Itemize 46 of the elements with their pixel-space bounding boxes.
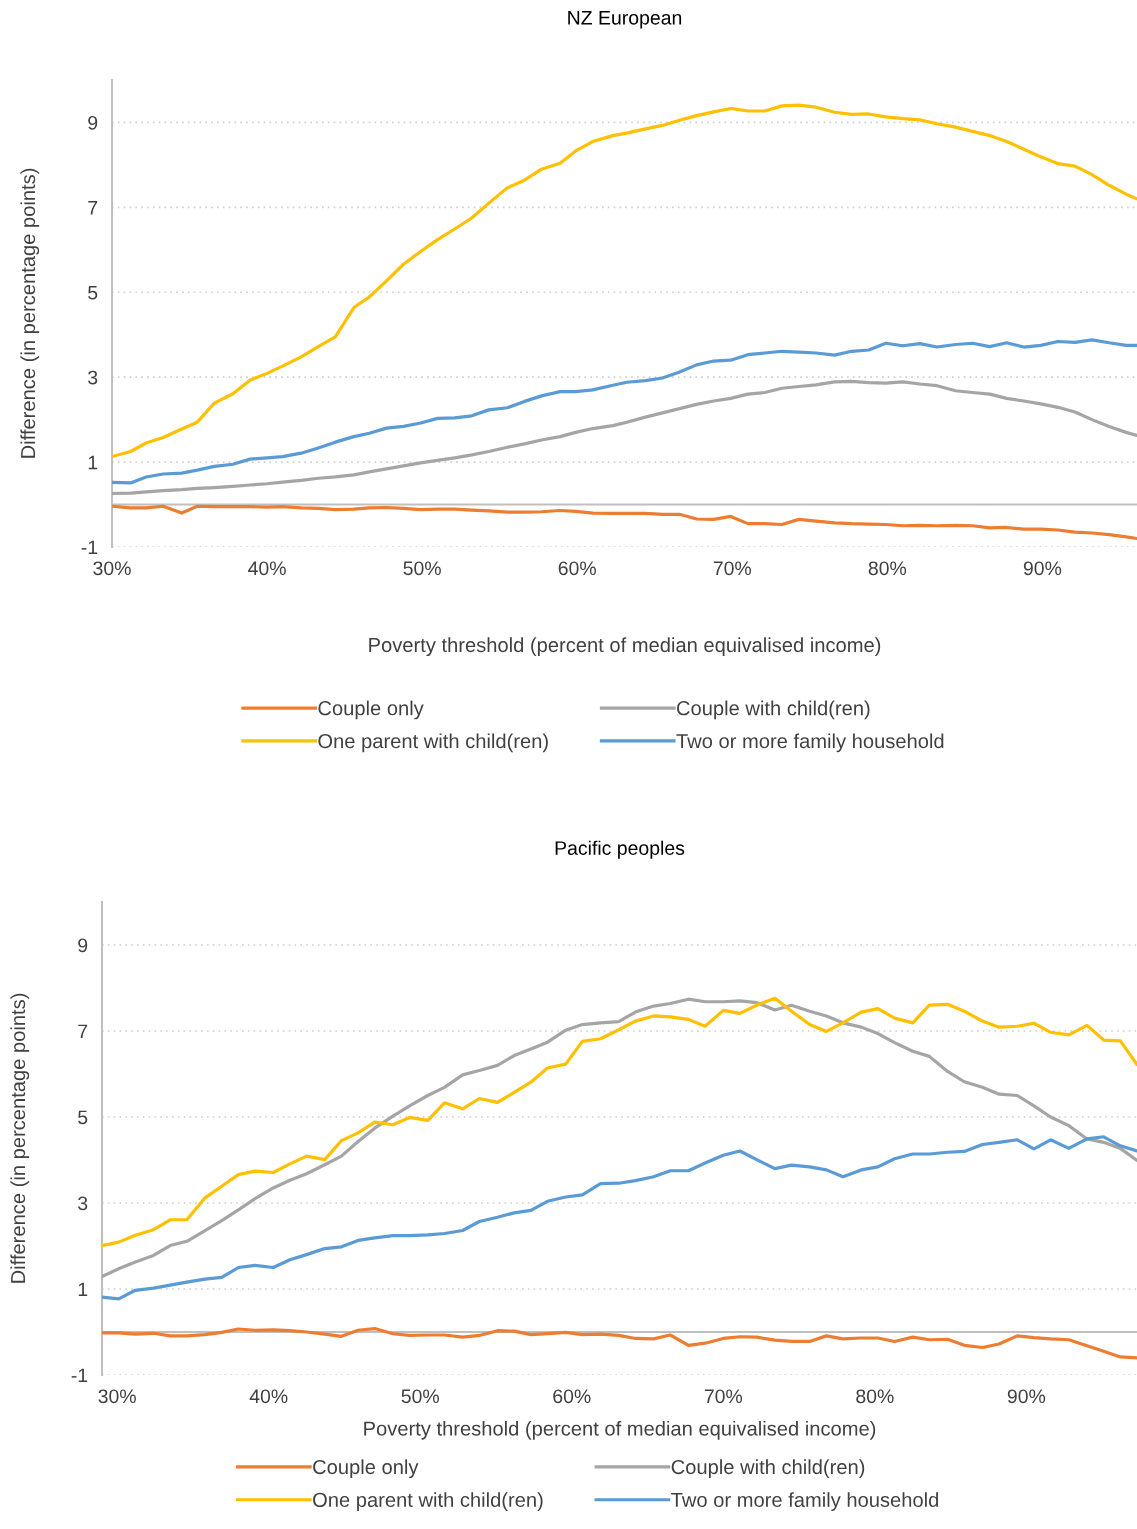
y-tick-label: 1	[78, 1282, 88, 1297]
y-tick-label: 3	[88, 370, 98, 385]
y-tick-label: 7	[88, 201, 98, 215]
y-axis-title: Difference (in percentage points)	[10, 993, 30, 1283]
legend-label: Couple only	[313, 1459, 419, 1479]
x-tick-label: 50%	[403, 561, 441, 576]
x-tick-label: 30%	[98, 1389, 136, 1404]
y-tick-label: 1	[88, 455, 98, 470]
line-series	[102, 1326, 1137, 1360]
y-axis-title: Difference (in percentage points)	[20, 168, 40, 458]
x-tick-label: 90%	[1023, 561, 1062, 576]
line-series	[112, 338, 1137, 485]
legend-label: One parent with child(ren)	[313, 1492, 543, 1511]
x-tick-label: 40%	[249, 1389, 288, 1404]
x-axis-title: Poverty threshold (percent of median equivalised income)	[369, 637, 881, 657]
x-tick-label: 60%	[558, 561, 596, 576]
y-tick-label: -1	[81, 540, 98, 555]
line-series	[112, 379, 1137, 496]
legend-label: One parent with child(ren)	[318, 733, 548, 753]
y-tick-label: 3	[78, 1196, 88, 1211]
x-tick-label: 60%	[553, 1389, 591, 1404]
legend-label: Couple only	[318, 700, 424, 720]
x-tick-label: 70%	[713, 561, 752, 576]
y-tick-label: 9	[88, 115, 98, 130]
y-tick-label: -1	[71, 1368, 88, 1383]
x-tick-label: 70%	[704, 1389, 743, 1404]
x-tick-label: 80%	[856, 1389, 894, 1404]
legend-label: Couple with child(ren)	[671, 1459, 865, 1479]
line-series	[102, 1135, 1137, 1301]
x-tick-label: 30%	[93, 561, 131, 576]
chart-title: NZ European	[568, 11, 682, 29]
line-series	[112, 504, 1137, 541]
y-tick-label: 5	[78, 1110, 88, 1125]
legend-label: Couple with child(ren)	[677, 700, 870, 720]
y-tick-label: 7	[78, 1024, 88, 1039]
legend-label: Two or more family household	[676, 733, 944, 753]
chart-title: Pacific peoples	[555, 840, 685, 859]
x-tick-label: 50%	[401, 1389, 439, 1404]
y-tick-label: 5	[88, 285, 98, 300]
legend-label: Two or more family household	[671, 1492, 939, 1511]
x-tick-label: 90%	[1007, 1389, 1046, 1404]
x-tick-label: 40%	[248, 561, 286, 576]
line-series	[112, 103, 1137, 459]
x-tick-label: 80%	[868, 561, 907, 576]
x-axis-title: Poverty threshold (percent of median equivalised income)	[364, 1420, 876, 1440]
y-tick-label: 9	[78, 938, 88, 953]
